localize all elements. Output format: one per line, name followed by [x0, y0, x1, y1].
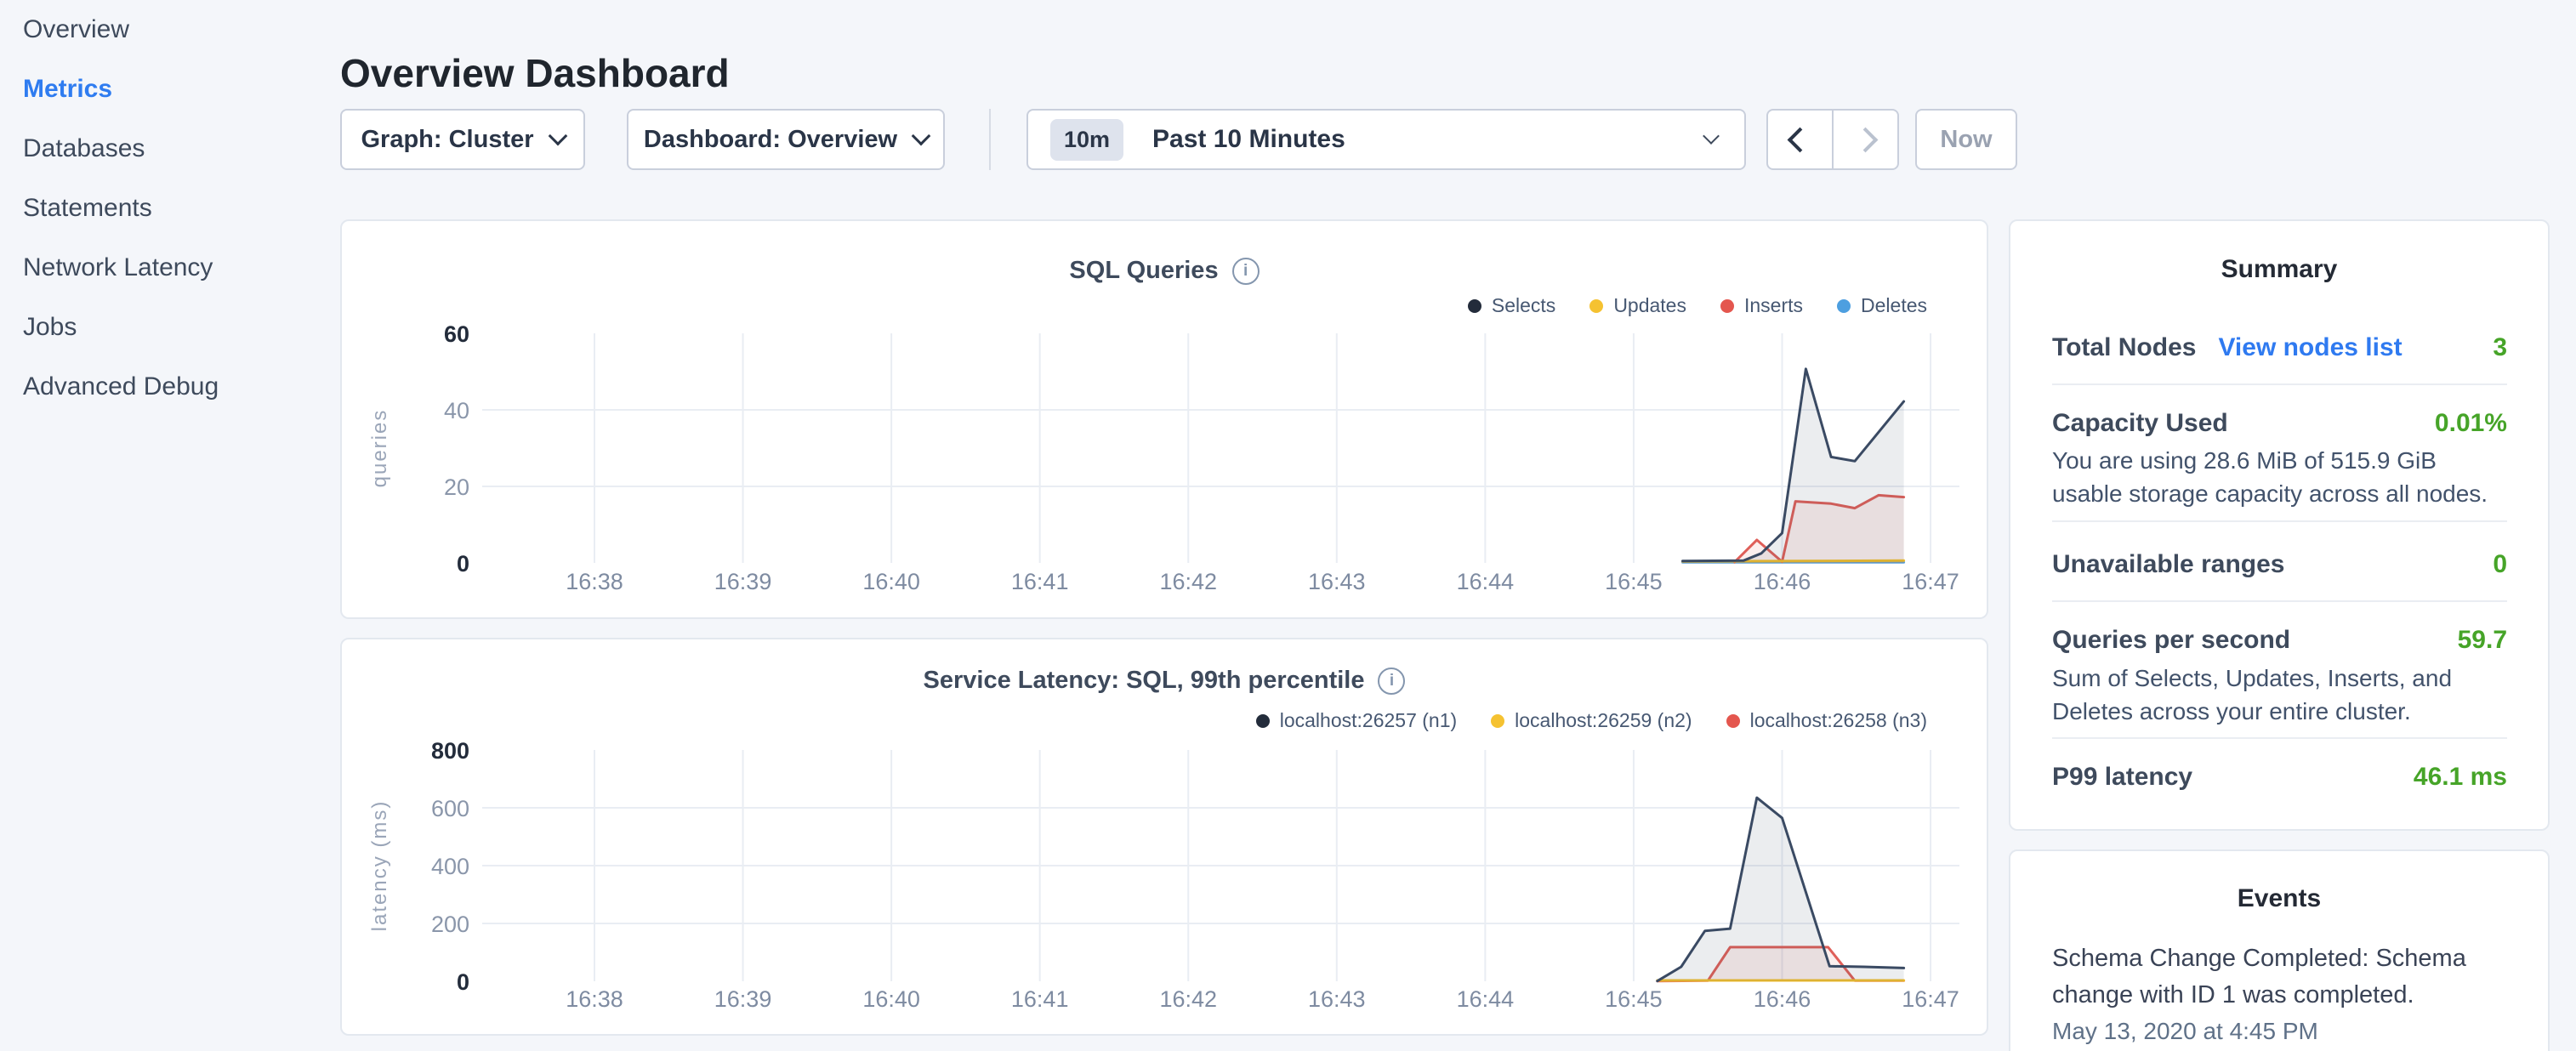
- x-axis-tick-label: 16:46: [1754, 569, 1811, 594]
- summary-row-queries-per-second: Queries per second 59.7: [2052, 626, 2507, 655]
- y-axis-tick-label: 60: [444, 321, 469, 347]
- chevron-down-icon: [1703, 128, 1720, 145]
- service-latency-chart-plot[interactable]: 16:38 16:39 16:40 16:41 16:42 16:43 16:44 16:45…: [342, 639, 1990, 1037]
- summary-value: 3: [2493, 333, 2507, 362]
- graph-source-dropdown[interactable]: Graph: Cluster: [340, 109, 585, 170]
- summary-label: Unavailable ranges: [2052, 550, 2284, 579]
- sidebar-item-jobs[interactable]: Jobs: [0, 298, 337, 357]
- chevron-right-icon: [1853, 127, 1879, 152]
- events-panel: Events Schema Change Completed: Schema c…: [2009, 849, 2550, 1051]
- y-axis-tick-label: 20: [444, 474, 469, 500]
- sql-queries-chart-plot[interactable]: 16:38 16:39 16:40 16:41 16:42 16:43 16:44 16:45…: [342, 221, 1990, 621]
- x-axis-tick-label: 16:43: [1308, 986, 1366, 1012]
- sidebar-item-statements[interactable]: Statements: [0, 179, 337, 238]
- view-nodes-list-link[interactable]: View nodes list: [2218, 333, 2402, 362]
- dashboard-dropdown-label: Dashboard: Overview: [644, 126, 897, 154]
- summary-panel: Summary Total Nodes View nodes list 3 Ca…: [2009, 219, 2550, 831]
- events-title: Events: [2010, 884, 2548, 913]
- time-range-badge: 10m: [1050, 119, 1123, 161]
- toolbar-divider: [989, 109, 991, 170]
- page-title: Overview Dashboard: [340, 50, 730, 96]
- summary-description: You are using 28.6 MiB of 515.9 GiB usab…: [2052, 444, 2511, 510]
- x-axis-tick-label: 16:41: [1011, 569, 1069, 594]
- divider: [2052, 737, 2507, 739]
- x-axis-tick-label: 16:38: [566, 569, 623, 594]
- y-axis-tick-label: 40: [444, 398, 469, 423]
- sidebar-item-network-latency[interactable]: Network Latency: [0, 238, 337, 298]
- summary-row-unavailable-ranges: Unavailable ranges 0: [2052, 550, 2507, 579]
- dashboard-dropdown[interactable]: Dashboard: Overview: [627, 109, 945, 170]
- summary-value: 59.7: [2458, 626, 2507, 655]
- event-timestamp: May 13, 2020 at 4:45 PM: [2052, 1018, 2497, 1045]
- graph-source-dropdown-label: Graph: Cluster: [361, 126, 533, 154]
- divider: [2052, 383, 2507, 385]
- sidebar: Overview Metrics Databases Statements Ne…: [0, 0, 337, 417]
- time-range-pager: [1766, 109, 1899, 170]
- x-axis-tick-label: 16:47: [1902, 569, 1959, 594]
- summary-label: P99 latency: [2052, 763, 2192, 792]
- x-axis-tick-label: 16:39: [714, 986, 772, 1012]
- sql-queries-chart-card: SQL Queries i SelectsUpdatesInsertsDelet…: [340, 219, 1988, 619]
- summary-value: 0: [2493, 550, 2507, 579]
- y-axis-tick-label: 0: [457, 969, 469, 995]
- summary-label: Queries per second: [2052, 626, 2290, 655]
- x-axis-tick-label: 16:47: [1902, 986, 1959, 1012]
- y-axis-tick-label: 800: [431, 738, 469, 764]
- series-area: [1658, 798, 1904, 981]
- sidebar-item-metrics[interactable]: Metrics: [0, 60, 337, 119]
- db-console-page: Overview Metrics Databases Statements Ne…: [0, 0, 2576, 1051]
- x-axis-tick-label: 16:43: [1308, 569, 1366, 594]
- time-range-prev-button[interactable]: [1768, 111, 1832, 168]
- y-axis-tick-label: 200: [431, 912, 469, 937]
- sidebar-item-databases[interactable]: Databases: [0, 119, 337, 179]
- x-axis-tick-label: 16:40: [862, 569, 920, 594]
- sidebar-item-advanced-debug[interactable]: Advanced Debug: [0, 357, 337, 417]
- summary-value: 46.1 ms: [2414, 763, 2507, 792]
- divider: [2052, 600, 2507, 602]
- summary-title: Summary: [2010, 255, 2548, 284]
- event-message[interactable]: Schema Change Completed: Schema change w…: [2052, 940, 2497, 1014]
- chevron-down-icon: [912, 127, 931, 146]
- time-range-label: Past 10 Minutes: [1152, 125, 1345, 154]
- divider: [2052, 520, 2507, 522]
- x-axis-tick-label: 16:38: [566, 986, 623, 1012]
- x-axis-tick-label: 16:45: [1605, 986, 1663, 1012]
- x-axis-tick-label: 16:42: [1159, 986, 1217, 1012]
- sidebar-item-overview[interactable]: Overview: [0, 0, 337, 60]
- chevron-left-icon: [1788, 127, 1813, 152]
- time-range-next-button[interactable]: [1832, 111, 1897, 168]
- summary-description: Sum of Selects, Updates, Inserts, and De…: [2052, 662, 2511, 728]
- series-area: [1683, 369, 1904, 563]
- x-axis-tick-label: 16:41: [1011, 986, 1069, 1012]
- summary-value: 0.01%: [2435, 409, 2507, 438]
- x-axis-tick-label: 16:40: [862, 986, 920, 1012]
- chevron-down-icon: [548, 127, 567, 146]
- summary-label: Total Nodes: [2052, 333, 2196, 362]
- y-axis-title: queries: [368, 409, 391, 488]
- summary-row-total-nodes: Total Nodes View nodes list 3: [2052, 333, 2507, 362]
- x-axis-tick-label: 16:44: [1457, 569, 1515, 594]
- x-axis-tick-label: 16:46: [1754, 986, 1811, 1012]
- x-axis-tick-label: 16:45: [1605, 569, 1663, 594]
- summary-label: Capacity Used: [2052, 409, 2228, 438]
- x-axis-tick-label: 16:44: [1457, 986, 1515, 1012]
- summary-row-p99-latency: P99 latency 46.1 ms: [2052, 763, 2507, 792]
- x-axis-tick-label: 16:39: [714, 569, 772, 594]
- time-range-selector[interactable]: 10m Past 10 Minutes: [1026, 109, 1746, 170]
- now-button[interactable]: Now: [1915, 109, 2017, 170]
- y-axis-tick-label: 0: [457, 551, 469, 577]
- x-axis-tick-label: 16:42: [1159, 569, 1217, 594]
- y-axis-tick-label: 400: [431, 854, 469, 879]
- summary-row-capacity-used: Capacity Used 0.01%: [2052, 409, 2507, 438]
- service-latency-chart-card: Service Latency: SQL, 99th percentile i …: [340, 638, 1988, 1036]
- y-axis-title: latency (ms): [368, 800, 391, 932]
- y-axis-tick-label: 600: [431, 796, 469, 821]
